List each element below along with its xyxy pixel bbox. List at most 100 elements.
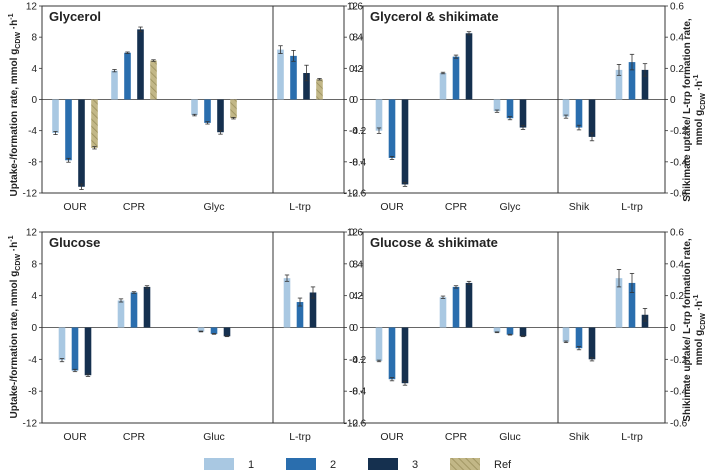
right-tick-label: 0 [349,95,355,106]
right-axis-title-bottom-line1: Shikimate uptake/ L-trp formation rate, [682,238,693,422]
category-label: L-trp [621,431,643,443]
legend-swatch-3 [368,458,398,470]
gluc-bar-3 [519,327,527,337]
left-tick-label: -4 [28,126,37,137]
right-tick-label: -0.2 [670,355,688,366]
unit-tail: · [9,26,20,32]
our-bar-1 [375,99,383,131]
panel-title: Glucose [49,235,100,250]
category-label: CPR [123,201,146,213]
cpr-bar-2 [130,292,138,328]
left-tick-label: -4 [349,126,358,137]
category-label: OUR [380,431,404,443]
l-trp-bar-2 [628,62,636,100]
gluc-bar-1 [493,327,501,333]
cpr-bar-2 [452,56,460,100]
l-trp-bar-1 [615,278,623,328]
shik-bar-2 [575,99,583,128]
right-tick-label: -0.6 [349,419,367,430]
left-tick-label: -8 [28,157,37,168]
left-tick-label: 0 [31,95,37,106]
our-bar-2 [71,327,79,371]
gluc-bar-2 [210,327,218,334]
glyc-bar-Ref [230,99,237,119]
glyc-bar-2 [204,99,211,123]
left-tick-label: 0 [352,95,358,106]
legend-swatch-2 [286,458,316,470]
l-trp-bar-3 [303,73,310,100]
cpr-bar-3 [143,286,151,328]
panels-layer: -12 -8 -4 0 4 8 12 -0.6 -0.4 -0.2 0 0.2 0.4 0.6 Glycer… [23,2,688,444]
right-axis-title-top-line1: Shikimate uptake/ L-trp formation rate, [682,18,693,202]
our-bar-3 [401,327,409,384]
our-bar-3 [78,99,85,187]
cpr-bar-1 [111,70,118,100]
right-tick-label: 0.2 [670,64,684,75]
cpr-bar-3 [465,33,473,100]
glyc-bar-3 [519,99,527,128]
category-label: CPR [445,431,468,443]
category-label: Shik [569,201,590,213]
glyc-bar-1 [493,99,501,112]
shik-bar-1 [562,327,570,342]
our-bar-1 [375,327,383,361]
glyc-bar-1 [191,99,198,116]
left-tick-label: 12 [347,2,359,13]
left-tick-label: 12 [26,2,38,13]
right-tick-label: 0 [670,323,676,334]
gluc-bar-1 [197,327,205,332]
legend-label-3: 3 [412,459,418,471]
left-axis-title-bottom: Uptake-/formation rate, mmol gCDW ·h-1 [8,235,22,418]
left-tick-label: 4 [31,291,37,302]
left-tick-label: 4 [31,64,37,75]
legend-swatch-Ref [450,458,480,470]
our-bar-3 [401,99,409,185]
left-tick-label: 12 [347,228,359,239]
glyc-bar-3 [217,99,224,133]
right-axis-title-bottom-line2: mmol gCDW ·h-1 [693,295,707,366]
left-tick-label: 8 [31,259,37,270]
panel-3: -12 -8 -4 0 4 8 12 -0.6 -0.4 -0.2 0 0.2 0.4 0.6 Glucos… [23,228,367,444]
l-trp-bar-2 [290,55,297,100]
category-label: CPR [445,201,468,213]
category-label: Glyc [500,201,521,213]
legend-label-Ref: Ref [494,459,512,471]
category-label: Glyc [204,201,225,213]
panel-title: Glycerol & shikimate [370,9,499,24]
left-tick-label: -8 [349,387,358,398]
panel-title: Glucose & shikimate [370,235,498,250]
right-tick-label: -0.6 [349,189,367,200]
l-trp-bar-3 [309,292,317,328]
legend: 1 2 3 Ref [204,458,512,471]
our-bar-1 [52,99,59,134]
glyc-bar-2 [506,99,514,119]
right-tick-label: 0 [670,95,676,106]
category-label: Gluc [499,431,521,443]
right-tick-label: 0.2 [349,64,363,75]
cpr-bar-Ref [150,60,157,100]
shik-bar-3 [588,327,596,360]
right-tick-label: 0.6 [349,228,363,239]
left-tick-label: -12 [344,189,359,200]
cpr-bar-2 [452,286,460,328]
gluc-bar-2 [506,327,514,335]
panel-2: -12 -8 -4 0 4 8 12 -0.6 -0.4 -0.2 0 0.2 0.4 0.6 Glycer… [344,2,688,214]
shik-bar-2 [575,327,583,349]
left-tick-label: -4 [349,355,358,366]
left-tick-label: 8 [352,33,358,44]
right-tick-label: 0.6 [349,2,363,13]
cpr-bar-1 [439,73,447,100]
left-tick-label: -8 [28,387,37,398]
right-tick-label: 0.6 [670,228,684,239]
our-bar-3 [84,327,92,376]
right-tick-label: 0.6 [670,2,684,13]
our-bar-2 [388,327,396,380]
cpr-bar-3 [137,29,144,100]
left-tick-label: -12 [23,419,38,430]
category-label: Shik [569,431,590,443]
left-tick-label: 8 [31,33,37,44]
left-axis-title-top: Uptake-/formation rate, mmol gCDW ·h-1 [8,13,22,196]
right-tick-label: 0.4 [670,33,684,44]
right-tick-label: -0.4 [670,157,688,168]
